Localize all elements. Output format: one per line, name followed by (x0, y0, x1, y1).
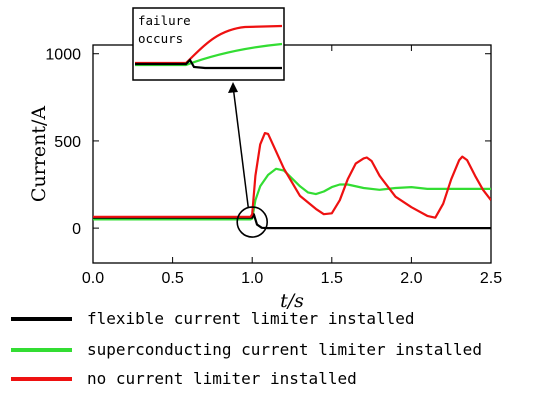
x-tick-label: 2.0 (400, 270, 422, 287)
inset-label-line1: failure (138, 13, 191, 28)
legend: flexible current limiter installed superc… (11, 309, 482, 388)
legend-label-0: flexible current limiter installed (87, 309, 415, 328)
inset-green-line (135, 42, 283, 67)
inset-black-line (135, 58, 282, 70)
series-line-1 (93, 167, 491, 221)
failure-marker-circle (236, 206, 268, 238)
zoom-inset: failure occurs (132, 7, 285, 208)
arrow-line (232, 85, 249, 208)
plot-layer: 0 500 1000 0.0 0.5 1.0 1.5 2.0 2.5 t/s Current/A (28, 44, 502, 312)
x-tick-label: 1.5 (321, 270, 343, 287)
y-tick-label: 0 (72, 221, 81, 238)
legend-label-1: superconducting current limiter installe… (87, 340, 482, 359)
y-tick-label: 1000 (45, 47, 81, 64)
x-tick-label: 1.0 (241, 270, 263, 287)
legend-label-2: no current limiter installed (87, 369, 357, 388)
arrow-head (228, 82, 238, 93)
y-axis-label: Current/A (28, 106, 50, 202)
series-line-2 (93, 132, 491, 219)
x-axis-label: t/s (280, 290, 304, 312)
x-tick-label: 2.5 (480, 270, 502, 287)
inset-label-line2: occurs (138, 31, 183, 46)
x-tick-label: 0.5 (161, 270, 183, 287)
y-tick-label: 500 (54, 134, 81, 151)
plot-frame (92, 44, 492, 264)
x-tick-label: 0.0 (82, 270, 104, 287)
